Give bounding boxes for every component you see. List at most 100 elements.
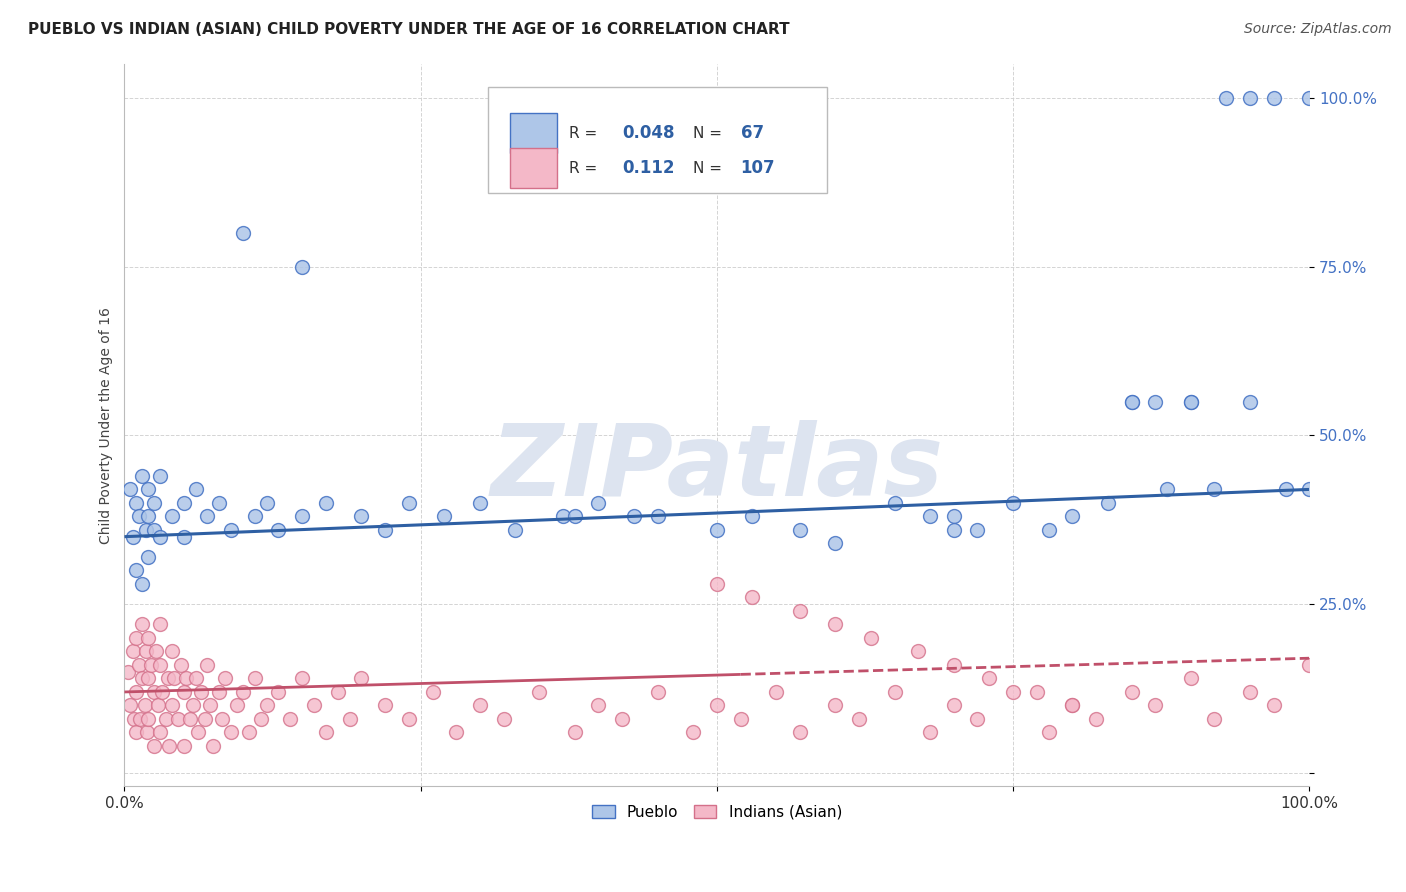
Point — [166, 712, 188, 726]
Point — [174, 672, 197, 686]
Point — [1121, 394, 1143, 409]
Point — [125, 496, 148, 510]
Bar — [509, 148, 557, 188]
Point — [136, 631, 159, 645]
Point — [135, 644, 157, 658]
Point — [150, 685, 173, 699]
Point — [143, 496, 166, 510]
Point — [1144, 394, 1167, 409]
Point — [682, 725, 704, 739]
Point — [131, 617, 153, 632]
Point — [374, 523, 396, 537]
Point — [128, 509, 150, 524]
Text: ZIPatlas: ZIPatlas — [491, 420, 943, 517]
Point — [398, 496, 420, 510]
Point — [588, 698, 610, 713]
Point — [131, 672, 153, 686]
Point — [302, 698, 325, 713]
Point — [942, 523, 965, 537]
Point — [1144, 698, 1167, 713]
Point — [125, 725, 148, 739]
Point — [208, 685, 231, 699]
Point — [350, 672, 373, 686]
Point — [143, 739, 166, 753]
Point — [159, 739, 181, 753]
Point — [173, 685, 195, 699]
Point — [187, 725, 209, 739]
Point — [179, 712, 201, 726]
Point — [942, 657, 965, 672]
Point — [232, 226, 254, 240]
Point — [125, 685, 148, 699]
Point — [202, 739, 225, 753]
Point — [243, 509, 266, 524]
Point — [160, 644, 183, 658]
Point — [883, 496, 905, 510]
Point — [1097, 496, 1119, 510]
Point — [194, 712, 217, 726]
Point — [444, 725, 467, 739]
Point — [1025, 685, 1047, 699]
Point — [765, 685, 787, 699]
Point — [267, 685, 290, 699]
Point — [326, 685, 349, 699]
Point — [350, 509, 373, 524]
Point — [588, 496, 610, 510]
Point — [315, 725, 337, 739]
Point — [1204, 483, 1226, 497]
Point — [117, 665, 139, 679]
Point — [155, 712, 177, 726]
Point — [149, 530, 172, 544]
Point — [139, 657, 162, 672]
Point — [278, 712, 301, 726]
Point — [143, 523, 166, 537]
Point — [1002, 685, 1025, 699]
Point — [136, 725, 159, 739]
Point — [1121, 394, 1143, 409]
Point — [824, 617, 846, 632]
Point — [136, 672, 159, 686]
Point — [184, 672, 207, 686]
Point — [197, 509, 219, 524]
Point — [134, 698, 156, 713]
Point — [564, 509, 586, 524]
Point — [1062, 698, 1084, 713]
Point — [120, 483, 142, 497]
Point — [422, 685, 444, 699]
Point — [1298, 657, 1320, 672]
Text: R =: R = — [569, 161, 607, 176]
Point — [979, 672, 1001, 686]
Point — [859, 631, 882, 645]
Point — [966, 712, 988, 726]
Text: PUEBLO VS INDIAN (ASIAN) CHILD POVERTY UNDER THE AGE OF 16 CORRELATION CHART: PUEBLO VS INDIAN (ASIAN) CHILD POVERTY U… — [28, 22, 790, 37]
Point — [623, 509, 645, 524]
Point — [706, 577, 728, 591]
Point — [1263, 91, 1285, 105]
Point — [374, 698, 396, 713]
Point — [197, 657, 219, 672]
Point — [256, 698, 278, 713]
Text: Source: ZipAtlas.com: Source: ZipAtlas.com — [1244, 22, 1392, 37]
Point — [157, 672, 180, 686]
Point — [706, 698, 728, 713]
Point — [741, 591, 763, 605]
Point — [146, 698, 169, 713]
Point — [143, 685, 166, 699]
Point — [136, 549, 159, 564]
Point — [1062, 698, 1084, 713]
Point — [184, 483, 207, 497]
Point — [789, 604, 811, 618]
Point — [128, 657, 150, 672]
Point — [121, 530, 143, 544]
Text: R =: R = — [569, 126, 602, 141]
Point — [149, 617, 172, 632]
Point — [256, 496, 278, 510]
Point — [149, 725, 172, 739]
FancyBboxPatch shape — [488, 87, 827, 193]
Point — [173, 739, 195, 753]
Point — [610, 712, 633, 726]
Point — [468, 698, 491, 713]
Text: 0.048: 0.048 — [621, 124, 675, 143]
Point — [135, 523, 157, 537]
Point — [647, 685, 669, 699]
